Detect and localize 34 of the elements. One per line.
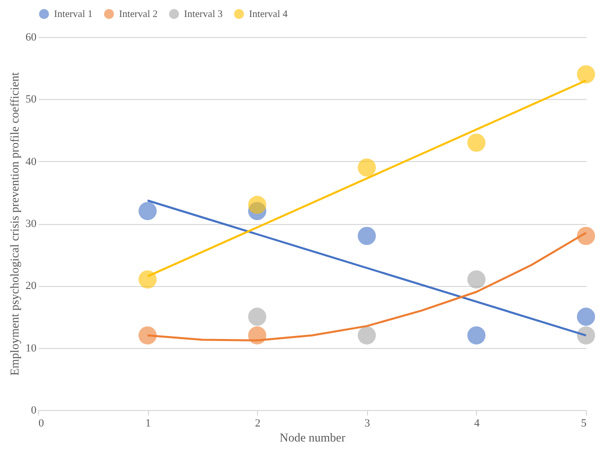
legend-label: Interval 4 [249,9,288,20]
y-tick-label: 50 [26,94,37,106]
x-tick-label: 2 [254,418,260,430]
y-tick-label: 40 [26,156,37,168]
point [576,308,596,326]
point [358,326,376,344]
y-tick-label: 30 [26,218,37,230]
point [467,270,486,289]
x-tick-label: 3 [364,418,371,430]
point [138,270,157,289]
legend-label: Interval 3 [184,9,223,20]
point [467,326,486,344]
y-tick-label: 60 [26,32,37,44]
point [138,202,157,220]
x-tick-label: 5 [581,418,587,430]
y-tick-label: 20 [26,280,37,292]
x-tick-label: 1 [145,418,151,430]
legend-label: Interval 2 [119,9,158,20]
point [248,308,266,326]
point [576,326,596,344]
y-axis-title: Employment psychological crisis prevention profile coefficient [8,72,22,376]
point [576,65,596,84]
point [467,134,486,152]
x-axis-title: Node number [280,430,346,444]
point [248,196,266,214]
point [138,326,157,344]
y-tick-label: 10 [26,342,37,354]
y-tick-label: 0 [31,404,37,416]
point [358,158,376,177]
x-tick-label: 0 [38,418,44,430]
point [358,226,376,245]
legend-label: Interval 1 [54,9,93,20]
x-tick-label: 4 [474,418,480,430]
point [576,226,596,245]
